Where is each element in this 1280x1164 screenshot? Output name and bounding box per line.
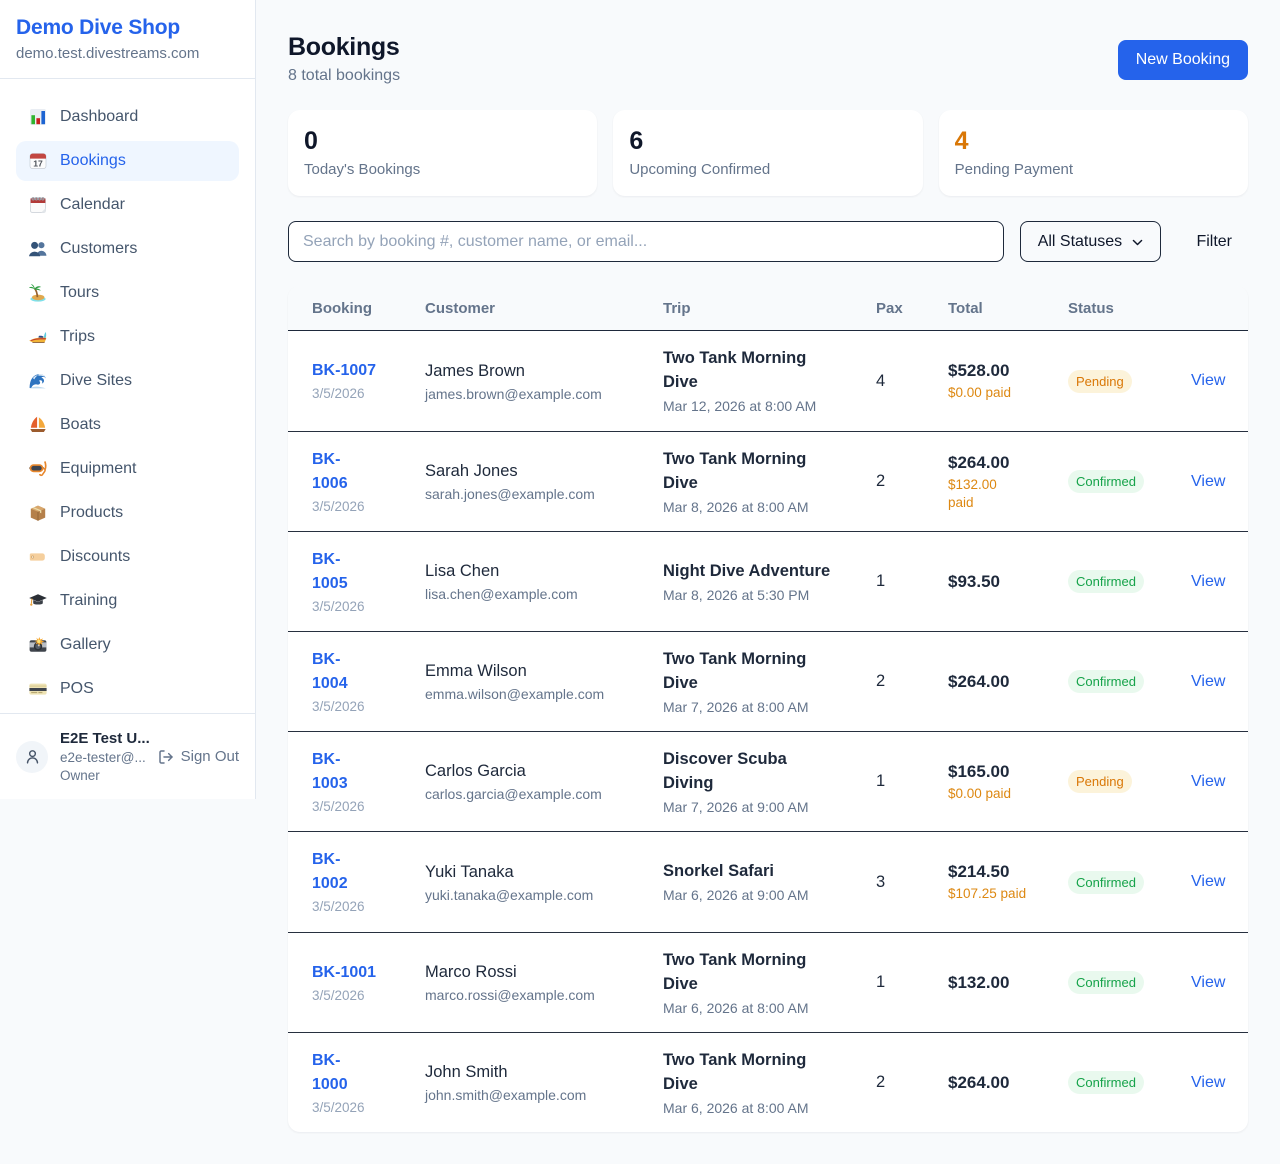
- svg-text:17: 17: [33, 159, 43, 169]
